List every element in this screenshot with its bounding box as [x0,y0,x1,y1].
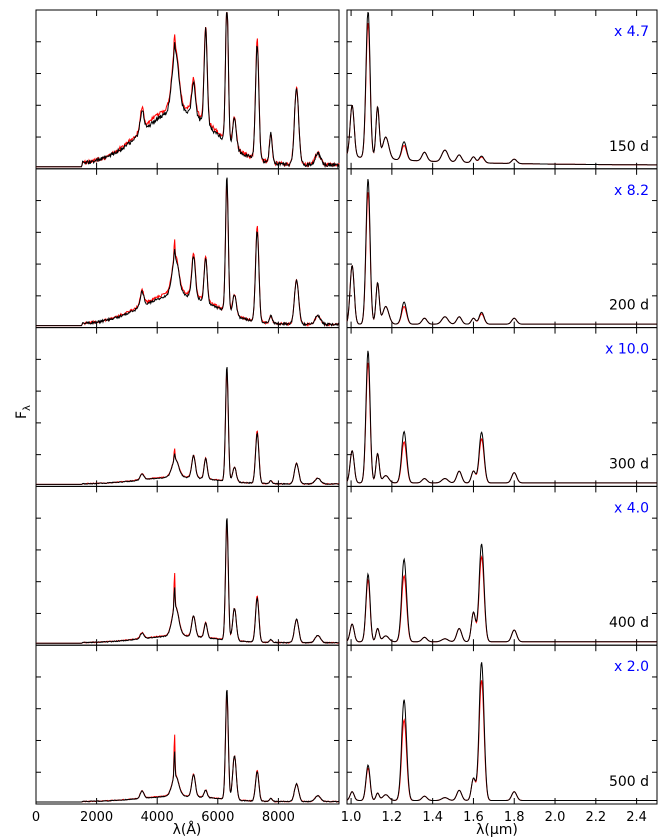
x-tick-label: 1.2 [382,810,403,825]
scale-factor-label: x 4.7 [614,24,649,40]
epoch-label: 150 d [609,139,649,155]
right-panel [346,644,658,805]
left-panel [35,644,340,805]
left-spectrum-300-d-series-1 [36,366,340,485]
epoch-label: 400 d [609,615,649,631]
left-panel [35,485,340,646]
x-tick-labels: 0 2000 4000 6000 8000 1.0 1.2 1.4 1.6 1.8 2.0 2.2 2.… [32,810,647,825]
right-x-axis-label: λ(μm) [476,822,518,838]
right-spectrum-150-d-series-1 [346,11,657,166]
panel-frame [346,644,658,805]
x-tick-label: 6000 [201,810,234,825]
right-spectrum-200-d-series-1 [346,179,657,325]
x-tick-label: 0 [32,810,40,825]
left-spectrum-150-d-series-1 [36,12,340,169]
panel-frame [35,644,340,805]
row-500-d: 500 d x 2.0 [35,644,658,805]
row-150-d: 150 d x 4.7 [35,9,658,170]
scale-factor-label: x 4.0 [614,500,649,516]
x-tick-label: 4000 [141,810,174,825]
epoch-label: 500 d [609,774,649,790]
panel-grid: 150 d x 4.7 200 d x 8.2 300 d x 10.0 400 d x 4.… [32,9,658,825]
y-axis-label-main: F [14,411,30,419]
scale-factor-label: x 8.2 [614,183,649,199]
x-tick-label: 2.4 [626,810,647,825]
panel-frame [35,485,340,646]
epoch-label: 200 d [609,298,649,314]
y-axis-label: Fλ [14,405,33,419]
left-spectrum-500-d-series-1 [36,689,340,803]
y-axis-label-subscript: λ [22,405,33,411]
scale-factor-label: x 2.0 [614,659,649,675]
x-tick-label: 8000 [262,810,295,825]
scale-factor-label: x 10.0 [605,342,649,358]
left-spectrum-400-d-series-1 [36,518,340,644]
row-400-d: 400 d x 4.0 [35,485,658,646]
left-panel [35,327,340,487]
left-spectrum-500-d-series-0 [36,694,340,803]
row-200-d: 200 d x 8.2 [35,168,658,329]
left-spectrum-300-d-series-0 [36,371,340,485]
row-300-d: 300 d x 10.0 [35,327,658,487]
svg-text:Fλ: Fλ [14,405,33,419]
left-panel [35,9,340,170]
x-tick-label: 2.0 [545,810,566,825]
x-tick-label: 2000 [80,810,113,825]
left-spectrum-200-d-series-1 [36,177,340,328]
x-tick-label: 2.2 [585,810,606,825]
epoch-label: 300 d [609,456,649,472]
right-spectrum-300-d-series-1 [346,350,657,484]
x-tick-label: 1.4 [422,810,443,825]
x-tick-label: 1.8 [504,810,525,825]
right-spectrum-400-d-series-1 [346,543,657,643]
x-tick-label: 1.0 [341,810,362,825]
right-spectrum-500-d-series-1 [346,662,657,801]
left-x-axis-label: λ(Å) [173,821,202,838]
x-tick-label: 1.6 [463,810,484,825]
left-panel [35,168,340,329]
panel-frame [35,327,340,487]
left-spectrum-400-d-series-0 [36,523,340,644]
